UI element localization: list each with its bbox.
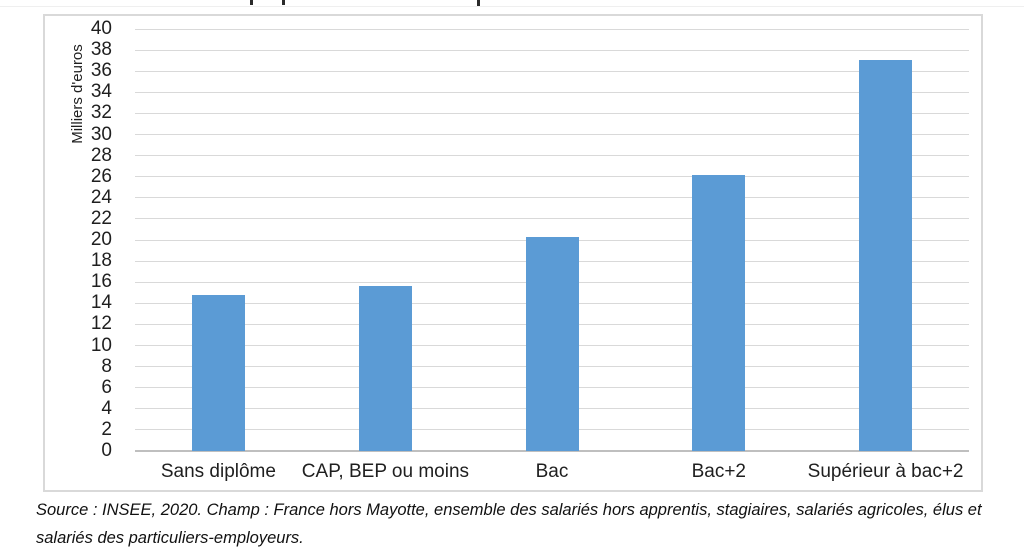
y-tick-label-20: 20	[90, 229, 112, 250]
y-tick-label-6: 6	[101, 376, 112, 398]
y-tick-label-10: 10	[90, 334, 112, 356]
y-tick-label-40: 40	[90, 18, 112, 39]
y-tick-label-16: 16	[90, 271, 112, 293]
x-category-label-cap-bep-ou-moins: CAP, BEP ou moins	[301, 461, 470, 482]
y-tick-label-18: 18	[90, 250, 112, 272]
y-tick-label-28: 28	[90, 144, 112, 166]
y-tick-label-0: 0	[101, 440, 112, 461]
y-tick-label-12: 12	[90, 313, 112, 335]
y-tick-label-30: 30	[90, 123, 112, 145]
gridline-30	[135, 134, 969, 135]
gridline-22	[135, 218, 969, 220]
y-tick-label-34: 34	[90, 81, 112, 103]
y-tick-label-32: 32	[90, 102, 112, 124]
y-tick-label-22: 22	[90, 207, 112, 229]
gridline-40	[135, 28, 969, 30]
bar-bac-2	[692, 174, 746, 451]
gridline-28	[135, 155, 969, 157]
cropped-title-hairline	[0, 6, 1024, 7]
x-category-label-bac: Bac	[535, 461, 569, 482]
y-tick-label-24: 24	[90, 186, 112, 208]
bar-sup-rieur-bac-2	[859, 59, 913, 451]
gridline-24	[135, 197, 969, 199]
y-tick-label-4: 4	[101, 397, 112, 419]
gridline-34	[135, 91, 969, 93]
bar-bac	[525, 236, 579, 451]
y-tick-label-36: 36	[90, 60, 112, 82]
gridline-32	[135, 112, 969, 114]
x-category-label-sup-rieur-bac-2: Supérieur à bac+2	[807, 461, 964, 482]
x-category-label-bac-2: Bac+2	[691, 461, 746, 482]
source-note-line-2: salariés des particuliers-employeurs.	[36, 529, 304, 547]
y-tick-label-2: 2	[101, 418, 112, 440]
y-tick-label-38: 38	[90, 39, 112, 61]
cropped-title-fragment	[250, 0, 253, 5]
x-category-label-sans-dipl-me: Sans diplôme	[160, 461, 276, 482]
y-tick-label-26: 26	[90, 165, 112, 187]
bar-sans-dipl-me	[191, 294, 245, 451]
source-note-line-1: Source : INSEE, 2020. Champ : France hor…	[36, 501, 982, 519]
gridline-38	[135, 49, 969, 51]
y-tick-label-14: 14	[90, 292, 112, 314]
chart-frame: Milliers d'euros 0 2 4 6 8 10 12 14 16 18 20 22 24 26…	[43, 14, 983, 492]
bar-cap-bep-ou-moins	[358, 286, 412, 451]
gridline-26	[135, 176, 969, 178]
x-axis-line	[135, 450, 969, 452]
cropped-title-fragment	[282, 0, 285, 5]
cropped-title-fragment	[477, 0, 480, 6]
y-tick-label-8: 8	[101, 355, 112, 377]
gridline-36	[135, 70, 969, 72]
